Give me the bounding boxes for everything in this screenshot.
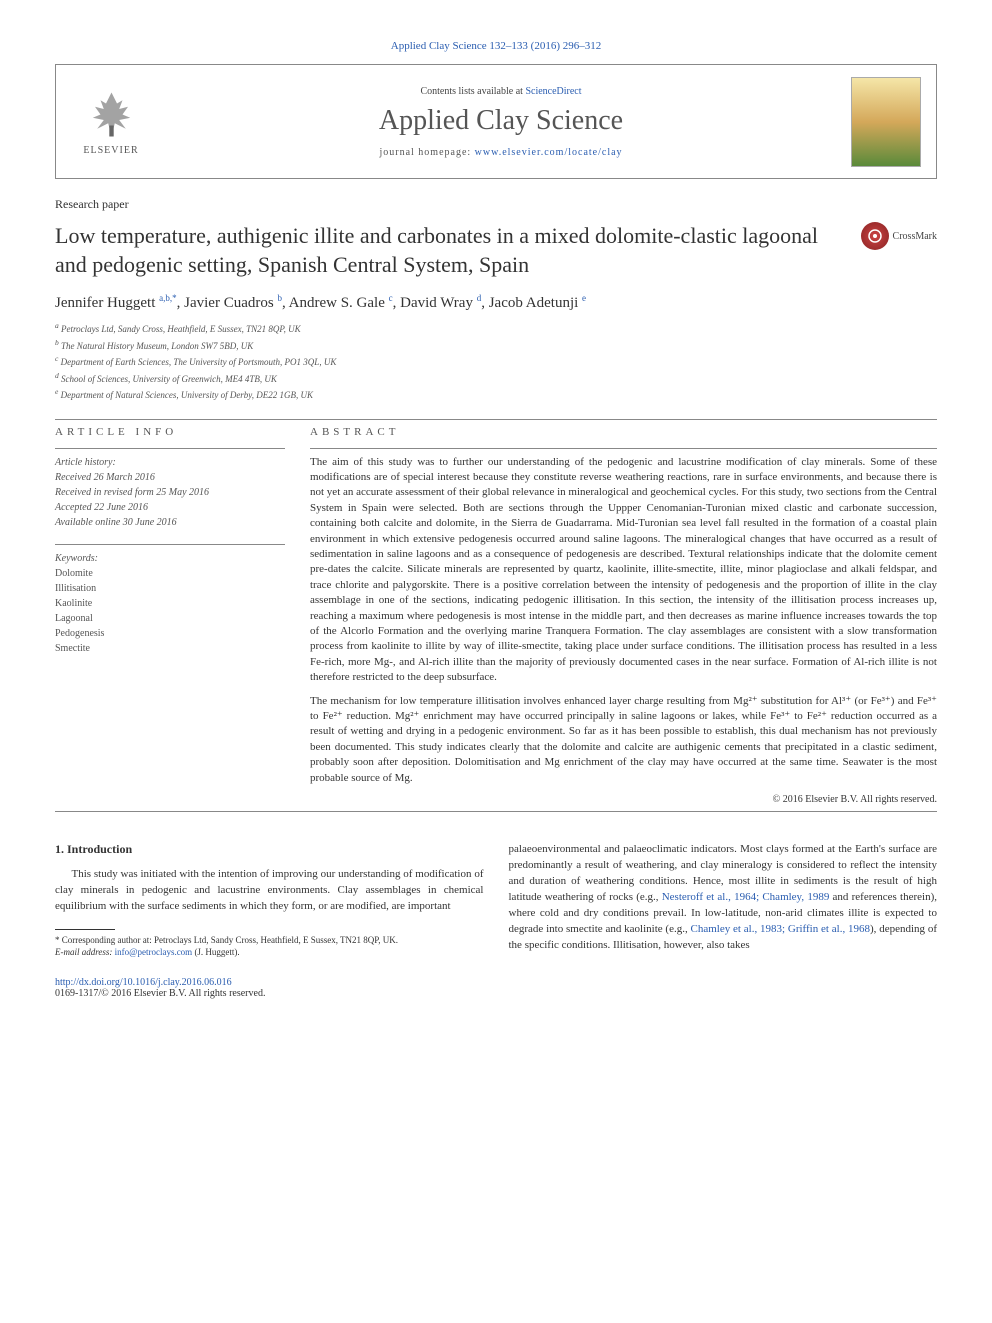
divider [55, 448, 285, 449]
affiliations: a Petroclays Ltd, Sandy Cross, Heathfiel… [55, 320, 937, 403]
keyword: Pedogenesis [55, 626, 285, 641]
keyword: Smectite [55, 641, 285, 656]
keyword: Kaolinite [55, 596, 285, 611]
email-link[interactable]: info@petroclays.com [115, 947, 193, 957]
divider [310, 448, 937, 449]
intro-para-2: palaeoenvironmental and palaeoclimatic i… [509, 842, 938, 954]
email-line: E-mail address: info@petroclays.com (J. … [55, 946, 484, 959]
author: , Andrew S. Gale [282, 295, 389, 311]
online-date: Available online 30 June 2016 [55, 515, 285, 530]
keyword: Illitisation [55, 581, 285, 596]
author: , Javier Cuadros [177, 295, 278, 311]
abstract-column: abstract The aim of this study was to fu… [310, 426, 937, 805]
crossmark-badge[interactable]: CrossMark [861, 222, 937, 250]
revised-date: Received in revised form 25 May 2016 [55, 485, 285, 500]
journal-reference: Applied Clay Science 132–133 (2016) 296–… [55, 40, 937, 52]
affiliation-line: e Department of Natural Sciences, Univer… [55, 386, 937, 403]
accepted-date: Accepted 22 June 2016 [55, 500, 285, 515]
authors-line: Jennifer Huggett a,b,*, Javier Cuadros b… [55, 293, 937, 312]
article-history: Article history: Received 26 March 2016 … [55, 455, 285, 530]
citation-link[interactable]: Chamley et al., 1983; Griffin et al., 19… [691, 923, 870, 935]
abstract-text: The aim of this study was to further our… [310, 455, 937, 786]
crossmark-label: CrossMark [893, 231, 937, 242]
article-type: Research paper [55, 197, 937, 212]
article-title: Low temperature, authigenic illite and c… [55, 222, 861, 279]
citation-link[interactable]: Nesteroff et al., 1964; Chamley, 1989 [662, 891, 830, 903]
affiliation-line: b The Natural History Museum, London SW7… [55, 337, 937, 354]
received-date: Received 26 March 2016 [55, 470, 285, 485]
email-label: E-mail address: [55, 947, 115, 957]
affiliation-line: d School of Sciences, University of Gree… [55, 370, 937, 387]
title-row: Low temperature, authigenic illite and c… [55, 222, 937, 279]
homepage-line: journal homepage: www.elsevier.com/locat… [151, 147, 851, 158]
contents-line: Contents lists available at ScienceDirec… [151, 86, 851, 97]
author: Jennifer Huggett [55, 295, 159, 311]
abstract-para-2: The mechanism for low temperature illiti… [310, 694, 937, 786]
author-affiliation-marker: a,b,* [159, 293, 177, 303]
keyword: Dolomite [55, 566, 285, 581]
homepage-link[interactable]: www.elsevier.com/locate/clay [475, 147, 623, 158]
divider [55, 419, 937, 420]
keywords-block: Keywords: DolomiteIllitisationKaoliniteL… [55, 551, 285, 656]
info-abstract-row: article info Article history: Received 2… [55, 426, 937, 805]
footnote-separator [55, 929, 115, 930]
crossmark-icon [861, 222, 889, 250]
sciencedirect-link[interactable]: ScienceDirect [525, 86, 581, 97]
article-info-column: article info Article history: Received 2… [55, 426, 285, 805]
publisher-name: ELSEVIER [83, 145, 138, 156]
doi-block: http://dx.doi.org/10.1016/j.clay.2016.06… [55, 977, 937, 999]
abstract-heading: abstract [310, 426, 937, 438]
author: , Jacob Adetunji [481, 295, 582, 311]
page-container: Applied Clay Science 132–133 (2016) 296–… [0, 0, 992, 1029]
divider [55, 544, 285, 545]
article-info-heading: article info [55, 426, 285, 438]
corresponding-author-footnote: * Corresponding author at: Petroclays Lt… [55, 934, 484, 959]
journal-header: ELSEVIER Contents lists available at Sci… [55, 64, 937, 179]
corr-author-text: * Corresponding author at: Petroclays Lt… [55, 934, 484, 947]
abstract-copyright: © 2016 Elsevier B.V. All rights reserved… [310, 794, 937, 805]
contents-prefix: Contents lists available at [420, 86, 525, 97]
email-suffix: (J. Huggett). [192, 947, 240, 957]
elsevier-logo[interactable]: ELSEVIER [71, 77, 151, 167]
journal-cover-thumbnail[interactable] [851, 77, 921, 167]
homepage-prefix: journal homepage: [379, 147, 474, 158]
intro-heading: 1. Introduction [55, 842, 484, 857]
issn-copyright: 0169-1317/© 2016 Elsevier B.V. All right… [55, 988, 937, 999]
divider [55, 811, 937, 812]
elsevier-tree-icon [84, 87, 139, 142]
affiliation-line: c Department of Earth Sciences, The Univ… [55, 353, 937, 370]
keywords-list: DolomiteIllitisationKaoliniteLagoonalPed… [55, 566, 285, 656]
keywords-label: Keywords: [55, 551, 285, 566]
introduction-section: 1. Introduction This study was initiated… [55, 842, 937, 959]
affiliation-line: a Petroclays Ltd, Sandy Cross, Heathfiel… [55, 320, 937, 337]
journal-name: Applied Clay Science [151, 105, 851, 137]
intro-text-2: palaeoenvironmental and palaeoclimatic i… [509, 842, 938, 954]
intro-text-1: This study was initiated with the intent… [55, 867, 484, 915]
history-label: Article history: [55, 455, 285, 470]
intro-col-2: palaeoenvironmental and palaeoclimatic i… [509, 842, 938, 954]
doi-link[interactable]: http://dx.doi.org/10.1016/j.clay.2016.06… [55, 977, 232, 988]
header-center: Contents lists available at ScienceDirec… [151, 86, 851, 158]
author: , David Wray [393, 295, 477, 311]
intro-col-1: 1. Introduction This study was initiated… [55, 842, 484, 959]
keyword: Lagoonal [55, 611, 285, 626]
intro-para-1: This study was initiated with the intent… [55, 867, 484, 915]
abstract-para-1: The aim of this study was to further our… [310, 455, 937, 686]
author-affiliation-marker: e [582, 293, 586, 303]
intro-columns: 1. Introduction This study was initiated… [55, 842, 937, 959]
